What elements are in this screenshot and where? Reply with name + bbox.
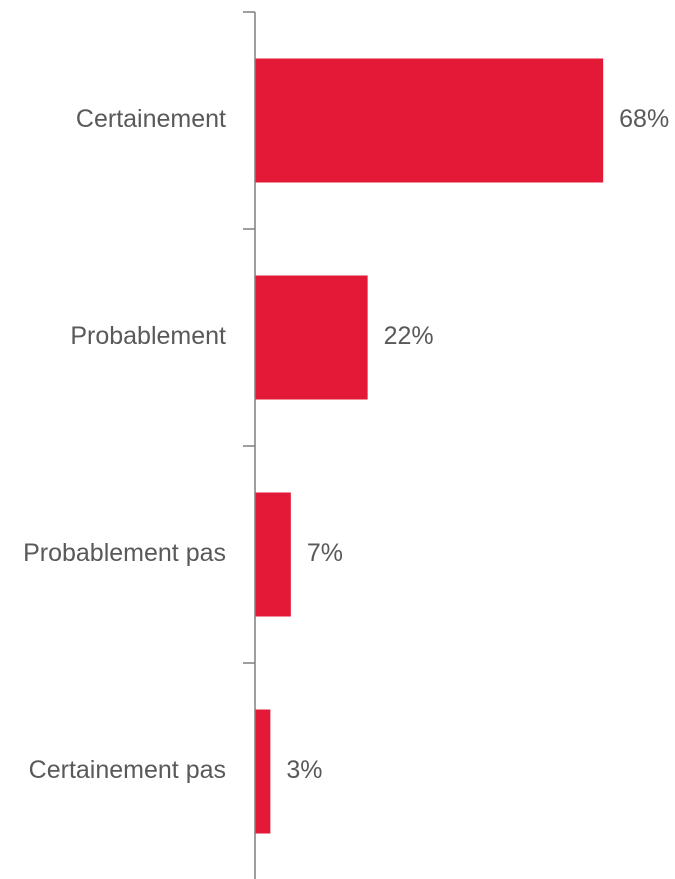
value-label: 7% [307, 539, 343, 567]
bar-4 [255, 709, 271, 834]
value-labels-group: 68% 22% 7% 3% [286, 105, 669, 784]
category-axis [243, 11, 256, 879]
category-label: Probablement pas [23, 539, 226, 567]
value-label: 22% [384, 322, 434, 350]
category-label: Probablement [70, 322, 226, 350]
category-label: Certainement pas [29, 756, 226, 784]
value-label: 3% [286, 756, 322, 784]
bars-group [255, 58, 604, 834]
category-labels-group: Certainement Probablement Probablement pas… [23, 105, 226, 784]
value-label: 68% [619, 105, 669, 133]
bar-1 [255, 58, 604, 183]
bar-3 [255, 492, 291, 617]
bar-2 [255, 275, 368, 400]
category-label: Certainement [76, 105, 226, 133]
